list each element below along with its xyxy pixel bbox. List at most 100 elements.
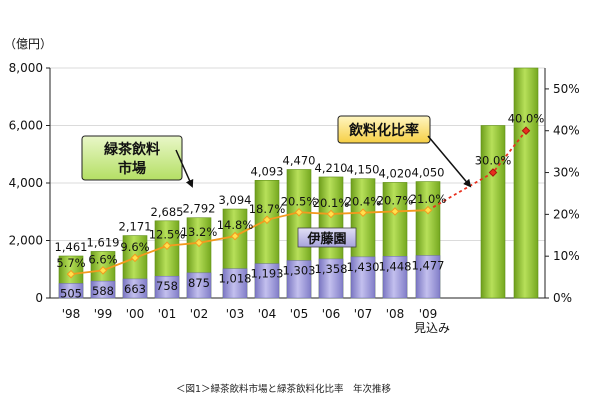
label-itoen: 505: [60, 286, 82, 300]
label-ratio: 5.7%: [56, 256, 85, 270]
x-tick-label: '02: [190, 307, 209, 321]
x-ticks: '98 '99 '00 '01 '02 '03 '04 '05 '06 '07 '08 '09: [62, 307, 438, 321]
label-market: 4,050: [412, 166, 445, 180]
ratio-marker: [162, 241, 172, 251]
label-ratio: 20.1%: [313, 196, 350, 210]
y-tick-label-right: 20%: [553, 207, 580, 221]
y-tick-label-right: 40%: [553, 124, 580, 138]
label-market: 3,094: [219, 193, 252, 207]
x-tick-label: '04: [258, 307, 277, 321]
label-ratio: 9.6%: [120, 240, 149, 254]
label-market: 1,461: [55, 240, 88, 254]
label-ratio: 20.5%: [281, 194, 318, 208]
label-itoen: 663: [124, 282, 146, 296]
y-tick-label-right: 10%: [553, 249, 580, 263]
itoen-label-bg: [297, 227, 357, 248]
bar-market: [480, 125, 506, 299]
bar-itoen: [286, 260, 312, 299]
label-itoen: 1,018: [219, 272, 252, 286]
y-ticks-right: 0% 10% 20% 30% 40% 50%: [545, 82, 580, 305]
ratio-line-actual: [70, 209, 429, 276]
callout-ratio: 飲料化比率: [337, 115, 472, 188]
callout-market: 緑茶飲料 市場: [81, 135, 194, 188]
x-tick-label: '09: [419, 307, 438, 321]
caption: ＜図1＞緑茶飲料市場と緑茶飲料化比率 年次推移: [176, 383, 392, 395]
x-tick-label: '07: [354, 307, 373, 321]
y-ticks-left: 0 2,000 4,000 6,000 8,000: [9, 61, 50, 305]
callout-ratio-arrow: [427, 135, 472, 188]
x-tick-label: '01: [158, 307, 177, 321]
ratio-marker: [194, 238, 204, 248]
label-ratio: 14.8%: [217, 218, 254, 232]
label-itoen: 1,303: [283, 264, 316, 278]
ratio-line-forecast: [427, 130, 527, 211]
ratio-marker: [326, 209, 336, 219]
ratio-marker: [423, 205, 433, 215]
bar-market: [513, 67, 539, 299]
label-market: 4,150: [347, 163, 380, 177]
callout-market-arrow: [175, 149, 194, 188]
bar-itoen: [382, 256, 408, 299]
bar-itoen: [90, 280, 116, 299]
label-ratio: 21.0%: [410, 192, 447, 206]
bar-itoen: [350, 256, 376, 299]
label-itoen: 1,193: [251, 267, 284, 281]
bar-itoen: [154, 275, 180, 299]
forecast-label: 見込み: [414, 321, 450, 335]
callout-market-line1: 緑茶飲料: [104, 141, 160, 158]
y-tick-label-right: 50%: [553, 82, 580, 96]
ratio-marker: [262, 215, 272, 225]
label-market: 2,792: [183, 202, 216, 216]
label-ratio: 20.7%: [377, 193, 414, 207]
x-tick-label: '08: [386, 307, 405, 321]
y-tick-label-left: 2,000: [9, 234, 43, 248]
ratio-marker: [294, 207, 304, 217]
ratio-marker: [390, 207, 400, 216]
y-unit-label: （億円）: [4, 37, 52, 51]
ratio-marker: [98, 266, 108, 275]
callout-market-box: [81, 135, 183, 181]
callout-ratio-label: 飲料化比率: [348, 122, 419, 139]
y-tick-label-left: 0: [35, 291, 43, 305]
label-itoen: 1,448: [379, 259, 412, 273]
data-labels: 505 1,461 588 1,619 663 2,171 758 2,685 875 2,792…: [55, 112, 545, 301]
bar-itoen: [122, 278, 148, 299]
ratio-marker: [521, 126, 531, 136]
x-tick-label: '03: [226, 307, 245, 321]
label-ratio: 18.7%: [249, 202, 286, 216]
label-market: 2,171: [119, 220, 152, 234]
label-ratio: 6.6%: [88, 252, 117, 266]
x-tick-label: '05: [290, 307, 309, 321]
y-tick-label-right: 0%: [553, 291, 572, 305]
ratio-marker: [130, 253, 140, 263]
bar-itoen: [58, 283, 84, 299]
itoen-label-box: 伊藤園: [297, 227, 357, 248]
label-itoen: 1,358: [315, 262, 348, 276]
bar-itoen: [318, 258, 344, 299]
label-ratio: 40.0%: [508, 112, 545, 126]
label-market: 1,619: [87, 235, 120, 249]
ratio-marker: [488, 168, 498, 177]
ratio-line: [66, 126, 531, 279]
label-ratio: 12.5%: [149, 228, 186, 242]
ratio-marker: [66, 269, 76, 279]
label-market: 4,020: [379, 166, 412, 180]
callout-market-line2: 市場: [118, 160, 146, 177]
x-tick-label: '98: [62, 307, 81, 321]
bar-itoen: [415, 255, 441, 299]
label-itoen: 875: [188, 276, 210, 290]
y-tick-label-left: 4,000: [9, 176, 43, 190]
bar-itoen: [254, 263, 280, 299]
label-ratio: 20.4%: [345, 195, 382, 209]
callout-ratio-box: [337, 115, 431, 144]
y-tick-label-left: 6,000: [9, 119, 43, 133]
y-tick-label-left: 8,000: [9, 61, 43, 75]
itoen-label: 伊藤園: [306, 231, 346, 247]
label-market: 4,093: [251, 164, 284, 178]
label-itoen: 1,430: [347, 260, 380, 274]
label-market: 4,470: [283, 153, 316, 167]
x-tick-label: '06: [322, 307, 341, 321]
label-ratio: 13.2%: [181, 225, 218, 239]
x-tick-label: '00: [126, 307, 145, 321]
